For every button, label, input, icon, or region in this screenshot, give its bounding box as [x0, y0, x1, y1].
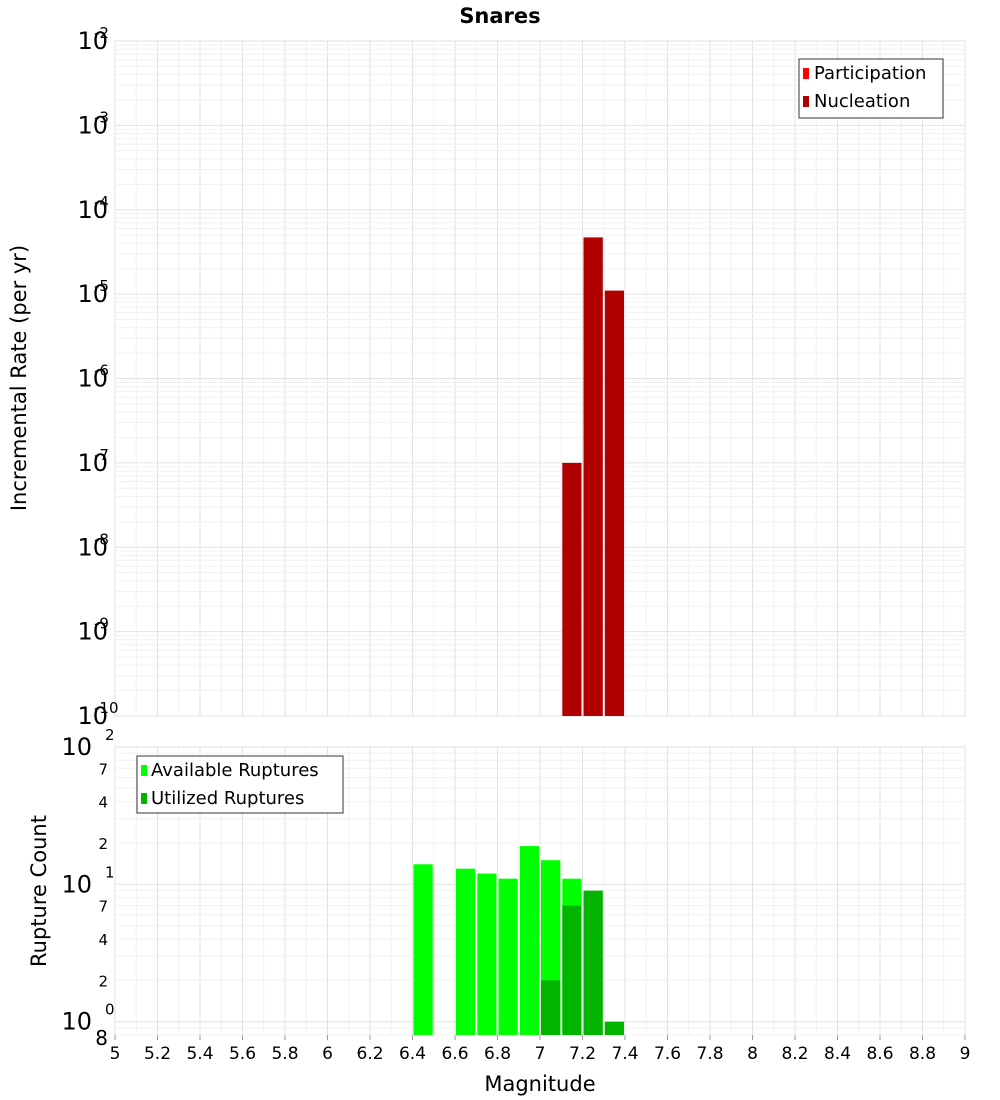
y-tick-exponent: 1 — [105, 863, 115, 881]
rate-y-axis-label: Incremental Rate (per yr) — [7, 245, 31, 511]
nucleation-bar — [562, 462, 582, 716]
y-tick-exponent: -10 — [94, 699, 119, 717]
x-tick-label: 7 — [535, 1044, 546, 1064]
available-ruptures-bar — [477, 873, 497, 1035]
y-tick-exponent: -7 — [94, 446, 109, 464]
x-tick-label: 5.8 — [271, 1044, 298, 1064]
y-tick-label: 10 — [77, 618, 108, 646]
count-plot-panel: 10 0 10 1 10 2 8 2 4 7 2 4 7 5 5.2 5.4 5.6 5.8 6 6.2 6.4 6.6… — [27, 726, 970, 1096]
x-tick-label: 6.2 — [356, 1044, 383, 1064]
y-minor-tick-label: 2 — [98, 972, 108, 990]
available-ruptures-bar — [519, 846, 540, 1035]
x-tick-label: 5.6 — [229, 1044, 256, 1064]
x-tick-label: 6.8 — [484, 1044, 511, 1064]
x-tick-label: 7.2 — [569, 1044, 596, 1064]
x-tick-label: 6.6 — [441, 1044, 468, 1064]
participation-legend-swatch — [803, 68, 809, 79]
y-tick-exponent: -9 — [94, 615, 109, 633]
chart-title: Snares — [459, 4, 540, 28]
y-tick-label: 10 — [77, 196, 108, 224]
nucleation-bar — [583, 237, 603, 716]
y-tick-label: 10 — [77, 533, 108, 561]
x-tick-label: 8.2 — [781, 1044, 808, 1064]
rate-legend-box — [798, 58, 944, 119]
utilized-ruptures-bar — [541, 980, 561, 1035]
y-minor-tick-label: 4 — [98, 794, 108, 812]
x-tick-label: 5.4 — [186, 1044, 213, 1064]
y-minor-tick-label: 8 — [95, 1026, 108, 1050]
utilized-legend-label: Utilized Ruptures — [151, 788, 304, 809]
x-tick-label: 7.8 — [696, 1044, 723, 1064]
count-legend: Available Ruptures Utilized Ruptures — [136, 755, 344, 814]
x-axis-label: Magnitude — [484, 1072, 595, 1096]
x-tick-label: 8 — [747, 1044, 758, 1064]
y-tick-label: 10 — [77, 27, 108, 55]
count-plot-grid — [114, 746, 966, 1036]
x-tick-label: 7.6 — [654, 1044, 681, 1064]
y-minor-tick-label: 7 — [98, 898, 108, 916]
y-tick-label: 10 — [61, 1008, 92, 1036]
available-ruptures-bar — [498, 878, 518, 1035]
y-minor-tick-label: 2 — [98, 835, 108, 853]
available-ruptures-bar — [413, 864, 433, 1035]
y-tick-exponent: -5 — [94, 277, 109, 295]
y-tick-exponent: -3 — [94, 108, 109, 126]
nucleation-bar — [604, 290, 624, 716]
utilized-ruptures-bar — [583, 890, 603, 1035]
count-plot-bars — [413, 846, 624, 1035]
y-tick-label: 10 — [77, 449, 108, 477]
y-tick-label: 10 — [77, 111, 108, 139]
y-minor-tick-label: 4 — [98, 931, 108, 949]
x-tick-label: 8.6 — [866, 1044, 893, 1064]
x-tick-label: 8.8 — [909, 1044, 936, 1064]
available-legend-label: Available Ruptures — [151, 760, 319, 781]
x-axis-ticks: 5 5.2 5.4 5.6 5.8 6 6.2 6.4 6.6 6.8 7 7.2 7.4 7.6 7.8 8… — [110, 1035, 971, 1064]
rate-plot-bars — [562, 237, 624, 716]
nucleation-legend-swatch — [803, 96, 809, 107]
x-tick-label: 7.4 — [611, 1044, 638, 1064]
utilized-legend-swatch — [141, 793, 147, 804]
y-minor-tick-label: 7 — [98, 760, 108, 778]
x-tick-label: 5 — [110, 1044, 121, 1064]
y-tick-label: 10 — [77, 280, 108, 308]
y-tick-exponent: -8 — [94, 530, 109, 548]
y-tick-exponent: -6 — [94, 362, 109, 380]
x-tick-label: 6.4 — [399, 1044, 426, 1064]
count-legend-box — [136, 755, 344, 814]
y-tick-label: 10 — [77, 365, 108, 393]
utilized-ruptures-bar — [562, 905, 582, 1035]
utilized-ruptures-bar — [604, 1021, 624, 1035]
x-tick-label: 8.4 — [824, 1044, 851, 1064]
available-legend-swatch — [141, 765, 147, 776]
available-ruptures-bar — [456, 868, 476, 1035]
x-tick-label: 6 — [322, 1044, 333, 1064]
count-y-axis-label: Rupture Count — [27, 815, 51, 967]
x-tick-label: 9 — [960, 1044, 971, 1064]
y-tick-exponent: -2 — [94, 24, 109, 42]
y-tick-exponent: -4 — [94, 193, 109, 211]
y-tick-label: 10 — [61, 870, 92, 898]
count-plot-y-ticks: 10 0 10 1 10 2 8 2 4 7 2 4 7 — [61, 726, 114, 1050]
x-tick-label: 5.2 — [144, 1044, 171, 1064]
y-tick-exponent: 2 — [105, 726, 115, 744]
nucleation-legend-label: Nucleation — [814, 91, 910, 112]
y-tick-exponent: 0 — [105, 1001, 115, 1019]
y-tick-label: 10 — [77, 702, 108, 730]
rate-plot-grid — [114, 40, 966, 717]
participation-legend-label: Participation — [814, 63, 926, 84]
y-tick-label: 10 — [61, 733, 92, 761]
rate-legend: Participation Nucleation — [798, 58, 944, 119]
